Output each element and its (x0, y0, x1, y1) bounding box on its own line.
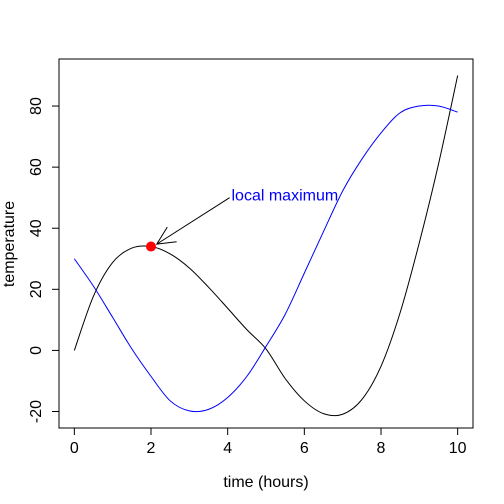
x-tick-label: 4 (223, 440, 232, 457)
x-tick-label: 0 (70, 440, 79, 457)
annotation-arrow-head (155, 226, 177, 245)
x-tick-label: 10 (449, 440, 467, 457)
annotation-label: local maximum (232, 188, 339, 205)
series-layer (73, 75, 459, 417)
y-tick-label: 40 (28, 219, 45, 237)
y-tick-label: 20 (28, 280, 45, 298)
y-tick-label: -20 (28, 400, 45, 423)
y-tick-label: 0 (28, 346, 45, 355)
y-tick-label: 80 (28, 97, 45, 115)
x-tick-label: 2 (147, 440, 156, 457)
series-line-2 (73, 104, 458, 413)
local-maximum-point (146, 241, 156, 252)
annotation-layer: local maximum (146, 188, 338, 252)
x-tick-label: 8 (377, 440, 386, 457)
series-line-1 (73, 75, 459, 417)
y-tick-label: 60 (28, 158, 45, 176)
annotation-arrow-shaft (156, 197, 230, 245)
x-tick-label: 6 (300, 440, 309, 457)
y-axis: -20 0 20 40 60 80 (28, 97, 60, 423)
x-axis: 0 2 4 6 8 10 (70, 427, 467, 457)
y-axis-title: temperature (1, 201, 18, 287)
x-axis-title: time (hours) (223, 474, 308, 491)
